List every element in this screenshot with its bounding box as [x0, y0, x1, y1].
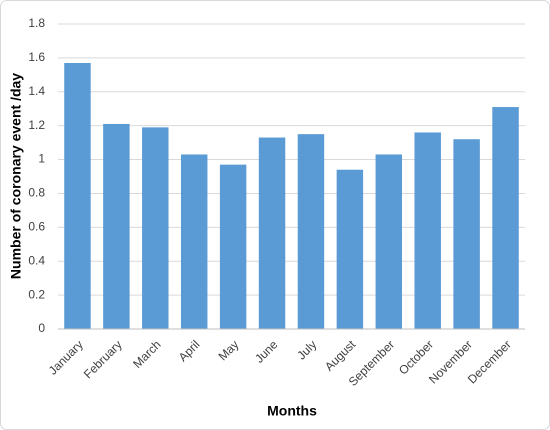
bar: [453, 139, 480, 329]
x-axis-title: Months: [267, 403, 317, 419]
y-tick-label: 0.2: [28, 287, 45, 301]
bar: [297, 134, 325, 329]
y-tick-label: 1.4: [28, 84, 45, 98]
bar: [142, 127, 169, 329]
y-tick-label: 0.6: [28, 220, 45, 234]
y-tick-label: 0.4: [28, 253, 45, 267]
bar: [414, 132, 441, 329]
bar: [219, 164, 247, 329]
bar: [492, 107, 519, 330]
bar: [180, 154, 208, 329]
y-tick-label: 1: [38, 152, 45, 166]
y-tick-label: 0: [38, 321, 45, 335]
bar: [64, 62, 91, 329]
y-tick-label: 1.6: [28, 50, 45, 64]
y-axis-title: Number of coronary event /day: [8, 73, 24, 279]
bar: [103, 123, 130, 329]
bar: [375, 154, 403, 329]
bar: [258, 137, 286, 329]
bar: [336, 169, 364, 329]
y-tick-label: 1.2: [28, 118, 45, 132]
y-tick-label: 0.8: [28, 186, 45, 200]
y-tick-label: 1.8: [28, 16, 45, 30]
